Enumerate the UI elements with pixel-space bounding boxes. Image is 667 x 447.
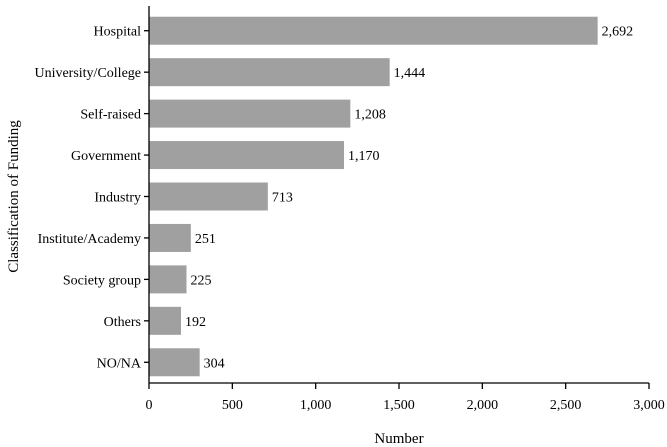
bars-group [149,16,598,377]
value-label-society-group: 225 [191,273,212,288]
value-label-institute-academy: 251 [195,232,216,247]
bar-institute-academy [149,223,191,252]
x-tick-label-3000: 3,000 [633,398,665,413]
value-label-industry: 713 [272,191,293,206]
value-label-others: 192 [185,315,206,330]
category-label-institute-academy: Institute/Academy [38,232,141,247]
bar-self-raised [149,99,351,128]
category-label-society-group: Society group [63,273,141,288]
bar-government [149,141,344,170]
category-label-government: Government [71,149,141,164]
value-labels-group: 2,692 1,444 1,208 1,170 713 251 225 192 304 [185,25,633,372]
x-tick-label-1000: 1,000 [300,398,332,413]
value-label-no-na: 304 [204,356,225,371]
x-ticks-group: 0 500 1,000 1,500 2,000 2,500 3,000 [146,383,665,413]
category-label-hospital: Hospital [94,25,142,40]
category-label-no-na: NO/NA [97,356,142,371]
value-label-hospital: 2,692 [602,25,634,40]
value-label-university-college: 1,444 [394,66,426,81]
x-tick-label-2000: 2,000 [467,398,499,413]
bar-no-na [149,348,200,377]
bar-industry [149,182,268,211]
category-label-others: Others [104,315,141,330]
x-tick-label-500: 500 [222,398,243,413]
bar-university-college [149,58,390,87]
x-tick-label-1500: 1,500 [383,398,415,413]
bar-society-group [149,265,187,294]
y-axis-title: Classification of Funding [6,120,22,273]
bar-others [149,306,181,335]
value-label-self-raised: 1,208 [354,108,386,123]
x-axis-title: Number [374,431,423,447]
category-label-university-college: University/College [34,66,141,81]
value-label-government: 1,170 [348,149,380,164]
x-tick-label-2500: 2,500 [550,398,582,413]
x-tick-label-0: 0 [146,398,153,413]
category-labels-group: Hospital University/College Self-raised Gov… [34,25,149,371]
category-label-self-raised: Self-raised [80,108,141,123]
bar-hospital [149,16,598,45]
category-label-industry: Industry [94,191,141,206]
